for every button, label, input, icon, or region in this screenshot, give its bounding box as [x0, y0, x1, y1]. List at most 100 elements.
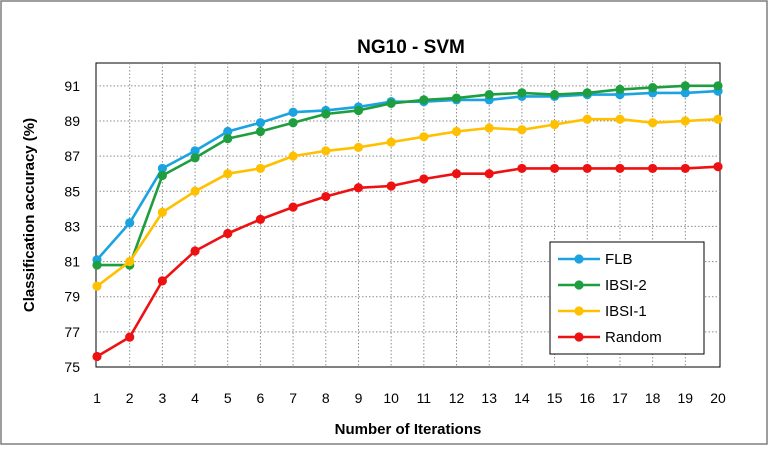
data-point — [549, 119, 560, 130]
data-point — [353, 183, 364, 193]
legend-item: Random — [558, 329, 662, 346]
chart-title: NG10 - SVM — [357, 37, 465, 58]
x-tick-label: 5 — [224, 390, 232, 406]
data-point — [648, 163, 658, 174]
x-tick-label: 13 — [481, 390, 497, 406]
legend-label: IBSI-1 — [605, 303, 647, 320]
series-random — [92, 162, 723, 362]
legend-marker — [574, 280, 584, 290]
data-point — [255, 126, 266, 137]
y-tick-label: 89 — [64, 113, 80, 129]
series-line — [97, 84, 718, 267]
x-tick-label: 12 — [449, 390, 465, 406]
data-point — [615, 114, 625, 124]
data-point — [451, 169, 462, 179]
data-point — [713, 114, 723, 124]
legend-label: FLB — [605, 251, 633, 268]
x-tick-label: 14 — [514, 390, 530, 406]
legend-item: IBSI-2 — [558, 277, 647, 294]
y-tick-label: 81 — [64, 254, 80, 270]
y-tick-label: 85 — [64, 183, 80, 199]
data-point — [223, 228, 233, 239]
data-point — [484, 123, 494, 133]
data-point — [190, 146, 200, 156]
x-axis-ticks: 1 2 3 4 5 6 7 8 9 10 11 12 13 14 15 16 17 18 19 20 — [93, 390, 726, 406]
data-point — [353, 142, 364, 152]
data-point — [484, 169, 494, 179]
data-point — [549, 163, 560, 174]
data-point — [419, 174, 429, 184]
data-point — [451, 93, 462, 103]
data-point — [255, 163, 266, 174]
data-point — [321, 109, 331, 119]
data-point — [157, 276, 167, 286]
data-point — [680, 81, 690, 91]
legend-marker — [574, 254, 584, 264]
y-tick-label: 77 — [64, 324, 80, 340]
x-tick-label: 19 — [678, 390, 694, 406]
x-tick-label: 1 — [93, 390, 101, 406]
x-tick-label: 4 — [191, 390, 199, 406]
data-point — [92, 281, 102, 291]
data-point — [223, 169, 233, 179]
x-tick-label: 15 — [547, 390, 563, 406]
x-tick-label: 8 — [322, 390, 330, 406]
x-tick-label: 3 — [158, 390, 166, 406]
legend: FLB IBSI-2 IBSI-1 Random — [549, 241, 705, 355]
legend-label: IBSI-2 — [605, 277, 647, 294]
data-point — [223, 133, 233, 144]
data-point — [451, 126, 462, 137]
data-point — [288, 202, 298, 212]
x-tick-label: 6 — [257, 390, 265, 406]
x-tick-label: 10 — [383, 390, 399, 406]
data-point — [125, 332, 135, 342]
data-point — [713, 81, 723, 91]
y-tick-label: 79 — [64, 289, 80, 305]
data-point — [255, 214, 266, 224]
legend-item: IBSI-1 — [558, 303, 647, 320]
legend-label: Random — [605, 329, 662, 346]
data-point — [125, 218, 135, 228]
data-point — [582, 88, 592, 98]
data-point — [386, 98, 396, 109]
data-point — [713, 162, 723, 172]
data-point — [321, 191, 331, 202]
x-tick-label: 9 — [355, 390, 363, 406]
x-axis-label: Number of Iterations — [335, 421, 482, 438]
y-tick-label: 83 — [64, 218, 80, 234]
data-point — [517, 88, 527, 98]
x-tick-label: 7 — [289, 390, 297, 406]
data-point — [517, 163, 527, 174]
plot-area — [95, 62, 721, 368]
data-point — [288, 107, 298, 117]
data-point — [157, 170, 167, 181]
data-point — [615, 84, 625, 94]
data-point — [92, 351, 102, 362]
data-point — [680, 116, 690, 126]
data-point — [419, 132, 429, 142]
data-point — [549, 90, 560, 100]
y-axis-label: Classification accuracy (%) — [21, 118, 38, 312]
legend-item: FLB — [558, 251, 633, 268]
data-point — [386, 181, 396, 191]
data-point — [484, 90, 494, 100]
data-point — [288, 151, 298, 161]
x-tick-label: 16 — [579, 390, 595, 406]
data-point — [157, 207, 167, 217]
data-point — [680, 163, 690, 174]
data-point — [419, 95, 429, 105]
x-tick-label: 17 — [612, 390, 628, 406]
series-ibsi-1 — [92, 114, 723, 291]
data-point — [190, 186, 200, 196]
x-tick-label: 20 — [710, 390, 726, 406]
legend-marker — [574, 332, 584, 342]
y-tick-label: 91 — [64, 78, 80, 94]
data-point — [680, 88, 690, 98]
data-point — [255, 118, 266, 128]
x-tick-label: 2 — [126, 390, 134, 406]
data-point — [582, 114, 592, 124]
data-point — [517, 125, 527, 135]
data-point — [92, 260, 102, 270]
y-tick-label: 87 — [64, 148, 80, 164]
